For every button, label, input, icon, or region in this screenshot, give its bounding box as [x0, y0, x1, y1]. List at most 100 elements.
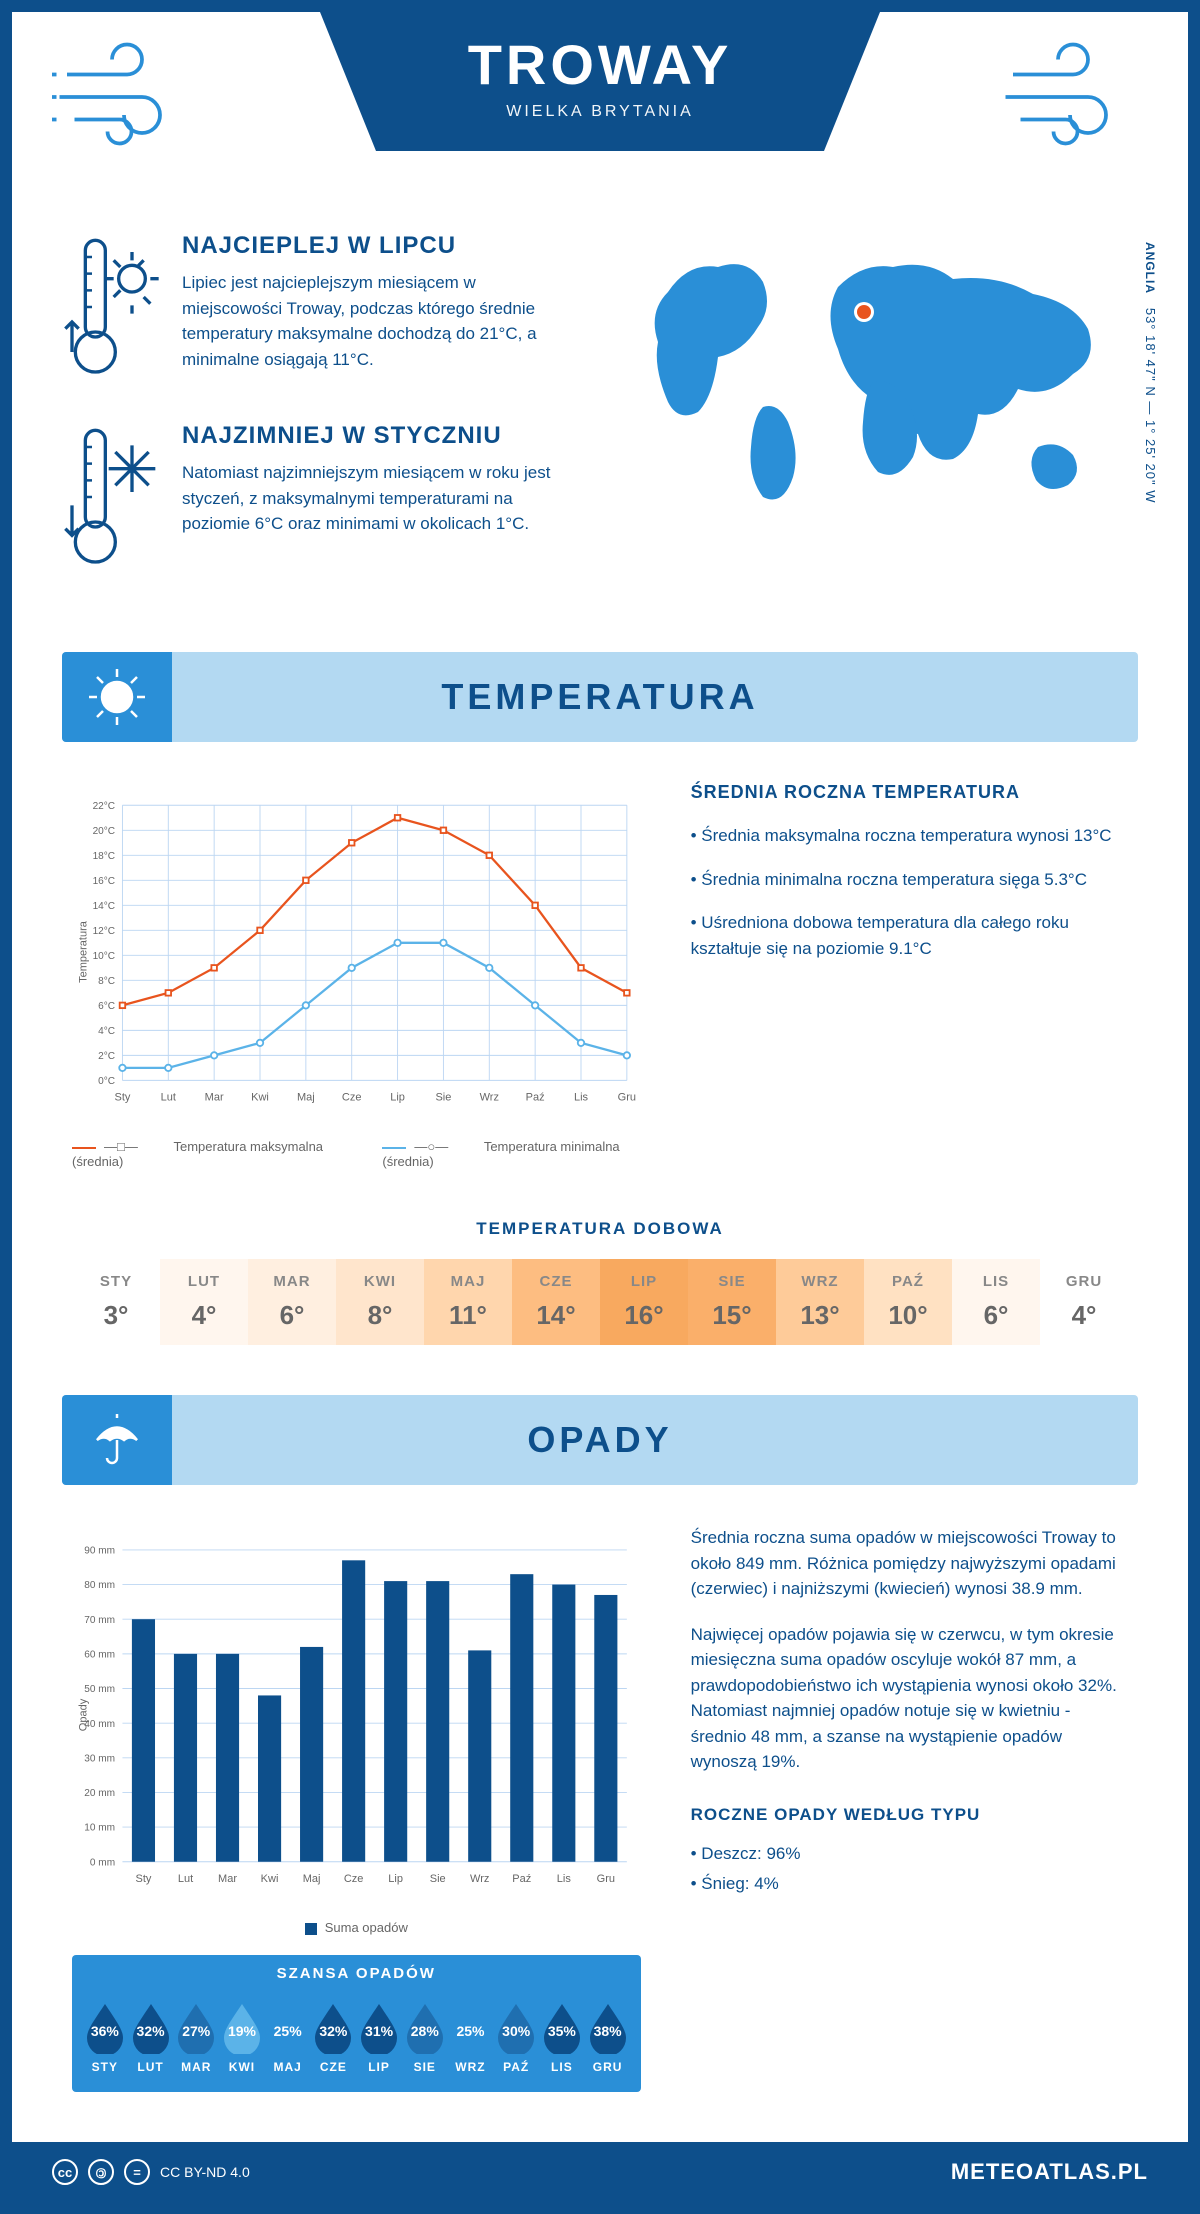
by-icon: 🄯	[88, 2159, 114, 2185]
svg-text:20°C: 20°C	[93, 826, 116, 837]
svg-text:Sty: Sty	[114, 1092, 130, 1104]
chance-drop: 31%LIP	[357, 2000, 401, 2074]
precipitation-text: Średnia roczna suma opadów w miejscowośc…	[691, 1525, 1128, 2092]
chance-title: SZANSA OPADÓW	[72, 1955, 641, 1992]
svg-text:Sty: Sty	[136, 1873, 152, 1885]
latlon-label: 53° 18' 47" N — 1° 25' 20" W	[1143, 308, 1158, 504]
header: TROWAY WIELKA BRYTANIA	[12, 12, 1188, 212]
svg-text:Gru: Gru	[597, 1873, 615, 1885]
svg-text:14°C: 14°C	[93, 901, 116, 912]
svg-text:Cze: Cze	[344, 1873, 364, 1885]
precipitation-body: 0 mm10 mm20 mm30 mm40 mm50 mm60 mm70 mm8…	[12, 1485, 1188, 2102]
svg-text:Cze: Cze	[342, 1092, 362, 1104]
temperature-legend: —□— Temperatura maksymalna (średnia) —○—…	[72, 1139, 641, 1169]
daily-temperature-title: TEMPERATURA DOBOWA	[12, 1219, 1188, 1239]
svg-text:16°C: 16°C	[93, 876, 116, 887]
region-label: ANGLIA	[1143, 242, 1157, 294]
temp-bullet-1: Średnia maksymalna roczna temperatura wy…	[691, 823, 1128, 849]
thermometer-cold-icon	[62, 422, 162, 577]
precip-p1: Średnia roczna suma opadów w miejscowośc…	[691, 1525, 1128, 1602]
chance-drop: 38%GRU	[586, 2000, 630, 2074]
license: cc 🄯 = CC BY-ND 4.0	[52, 2159, 250, 2185]
svg-text:60 mm: 60 mm	[84, 1650, 115, 1661]
svg-text:Lip: Lip	[390, 1092, 405, 1104]
cc-icon: cc	[52, 2159, 78, 2185]
temperature-text: ŚREDNIA ROCZNA TEMPERATURA Średnia maksy…	[691, 782, 1128, 1169]
precip-type-rain: Deszcz: 96%	[691, 1839, 1128, 1870]
svg-text:Lip: Lip	[388, 1873, 403, 1885]
precip-type-heading: ROCZNE OPADY WEDŁUG TYPU	[691, 1805, 1128, 1825]
svg-text:12°C: 12°C	[93, 926, 116, 937]
svg-text:Sie: Sie	[435, 1092, 451, 1104]
daily-cell: LIS6°	[952, 1259, 1040, 1345]
temp-bullet-2: Średnia minimalna roczna temperatura się…	[691, 867, 1128, 893]
coordinates: ANGLIA 53° 18' 47" N — 1° 25' 20" W	[1143, 242, 1158, 504]
title-banner: TROWAY WIELKA BRYTANIA	[320, 12, 880, 151]
svg-text:18°C: 18°C	[93, 851, 116, 862]
svg-text:8°C: 8°C	[98, 976, 115, 987]
svg-text:10°C: 10°C	[93, 951, 116, 962]
temperature-line-chart: 0°C 2°C 4°C 6°C 8°C 10°C 12°C 14°C 16°C 18°C 20°C 2…	[72, 782, 641, 1122]
svg-text:Wrz: Wrz	[470, 1873, 489, 1885]
svg-text:Kwi: Kwi	[251, 1092, 269, 1104]
drops-row: 36%STY32%LUT27%MAR19%KWI25%MAJ32%CZE31%L…	[72, 1992, 641, 2082]
precipitation-bar-chart: 0 mm10 mm20 mm30 mm40 mm50 mm60 mm70 mm8…	[72, 1525, 641, 1905]
chance-drop: 36%STY	[83, 2000, 127, 2074]
svg-text:20 mm: 20 mm	[84, 1788, 115, 1799]
svg-text:22°C: 22°C	[93, 801, 116, 812]
temp-text-heading: ŚREDNIA ROCZNA TEMPERATURA	[691, 782, 1128, 803]
svg-text:90 mm: 90 mm	[84, 1546, 115, 1557]
chance-drop: 35%LIS	[540, 2000, 584, 2074]
cold-fact-text: Natomiast najzimniejszym miesiącem w rok…	[182, 460, 578, 537]
cold-fact-title: NAJZIMNIEJ W STYCZNIU	[182, 422, 578, 450]
svg-text:Gru: Gru	[618, 1092, 636, 1104]
brand: METEOATLAS.PL	[951, 2159, 1148, 2185]
svg-text:4°C: 4°C	[98, 1026, 115, 1037]
legend-min: —○— Temperatura minimalna (średnia)	[382, 1139, 640, 1169]
chance-drop: 28%SIE	[403, 2000, 447, 2074]
daily-cell: SIE15°	[688, 1259, 776, 1345]
svg-text:Lis: Lis	[574, 1092, 589, 1104]
footer: cc 🄯 = CC BY-ND 4.0 METEOATLAS.PL	[12, 2142, 1188, 2202]
map-column: ANGLIA 53° 18' 47" N — 1° 25' 20" W	[618, 232, 1138, 612]
chance-drop: 25%WRZ	[448, 2000, 492, 2074]
bar-legend: Suma opadów	[72, 1920, 641, 1935]
svg-text:Maj: Maj	[303, 1873, 321, 1885]
svg-text:0°C: 0°C	[98, 1076, 115, 1087]
daily-cell: LUT4°	[160, 1259, 248, 1345]
svg-text:6°C: 6°C	[98, 1001, 115, 1012]
svg-text:80 mm: 80 mm	[84, 1580, 115, 1591]
daily-cell: WRZ13°	[776, 1259, 864, 1345]
cold-fact: NAJZIMNIEJ W STYCZNIU Natomiast najzimni…	[62, 422, 578, 577]
chance-drop: 25%MAJ	[266, 2000, 310, 2074]
svg-text:Sie: Sie	[430, 1873, 446, 1885]
svg-text:Maj: Maj	[297, 1092, 315, 1104]
precip-type-snow: Śnieg: 4%	[691, 1869, 1128, 1900]
svg-text:Lut: Lut	[161, 1092, 176, 1104]
legend-max: —□— Temperatura maksymalna (średnia)	[72, 1139, 342, 1169]
chance-drop: 32%CZE	[311, 2000, 355, 2074]
nd-icon: =	[124, 2159, 150, 2185]
city-title: TROWAY	[320, 32, 880, 97]
hot-fact-title: NAJCIEPLEJ W LIPCU	[182, 232, 578, 260]
svg-text:Temperatura: Temperatura	[78, 920, 90, 983]
hot-fact-text: Lipiec jest najcieplejszym miesiącem w m…	[182, 270, 578, 372]
infographic-page: TROWAY WIELKA BRYTANIA NAJCIEPLEJ W LIPC…	[0, 0, 1200, 2214]
country-subtitle: WIELKA BRYTANIA	[320, 103, 880, 121]
daily-cell: LIP16°	[600, 1259, 688, 1345]
wind-icon-right	[998, 42, 1148, 157]
svg-text:Paź: Paź	[512, 1873, 531, 1885]
hot-fact: NAJCIEPLEJ W LIPCU Lipiec jest najcieple…	[62, 232, 578, 387]
svg-text:Lut: Lut	[178, 1873, 193, 1885]
daily-cell: GRU4°	[1040, 1259, 1128, 1345]
precipitation-heading: OPADY	[62, 1419, 1138, 1461]
precipitation-chart-wrap: 0 mm10 mm20 mm30 mm40 mm50 mm60 mm70 mm8…	[72, 1525, 641, 2092]
chance-drop: 32%LUT	[129, 2000, 173, 2074]
svg-text:2°C: 2°C	[98, 1051, 115, 1062]
license-text: CC BY-ND 4.0	[160, 2164, 250, 2180]
svg-text:Kwi: Kwi	[261, 1873, 279, 1885]
svg-text:10 mm: 10 mm	[84, 1823, 115, 1834]
svg-text:Wrz: Wrz	[480, 1092, 499, 1104]
chance-drop: 30%PAŹ	[494, 2000, 538, 2074]
daily-cell: STY3°	[72, 1259, 160, 1345]
